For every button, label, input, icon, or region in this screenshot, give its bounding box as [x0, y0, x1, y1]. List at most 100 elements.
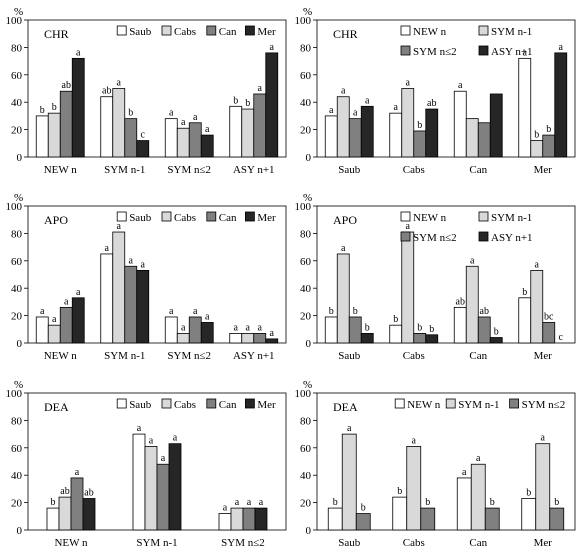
y-tick-label: 60 [300, 256, 312, 268]
significance-letter: a [117, 221, 122, 232]
significance-letter: a [270, 328, 275, 339]
category-label: Saub [338, 164, 361, 176]
bar-new-n [521, 498, 537, 531]
legend-swatch [478, 211, 489, 222]
legend-label: Saub [129, 212, 152, 224]
bar-can [70, 477, 84, 531]
legend-label: SYM n-1 [458, 399, 499, 411]
bar-cabs [112, 88, 126, 158]
significance-letter: ab [102, 86, 111, 97]
bar-sym-n-2 [413, 333, 427, 344]
significance-letter: c [141, 130, 146, 141]
category-label: SYM n≤2 [221, 537, 265, 549]
y-tick-label: 40 [11, 470, 23, 482]
significance-letter: b [429, 324, 434, 335]
bar-can [253, 93, 267, 158]
significance-letter: a [75, 467, 80, 478]
panel-label: CHR [44, 27, 69, 41]
bar-mer [265, 338, 279, 344]
significance-letter: b [393, 314, 398, 325]
bar-cabs [47, 324, 61, 344]
bar-can [188, 316, 202, 344]
significance-letter: b [554, 497, 559, 508]
y-axis-label: % [14, 192, 23, 204]
significance-letter: a [76, 47, 81, 58]
bar-sym-n-1 [530, 140, 544, 158]
legend-label: ASY n+1 [491, 46, 533, 58]
bar-sym-n-2 [542, 134, 556, 158]
bar-can [156, 463, 170, 531]
legend-swatch [161, 211, 172, 222]
significance-letter: b [417, 322, 422, 333]
y-tick-label: 40 [300, 283, 312, 295]
legend-label: Cabs [174, 26, 196, 38]
significance-letter: a [235, 497, 240, 508]
bar-sym-n-1 [401, 88, 415, 158]
legend-label: ASY n+1 [491, 232, 533, 244]
bar-sym-n-2 [477, 122, 491, 158]
bar-can [59, 306, 73, 344]
bar-sym-n-2 [542, 322, 556, 344]
legend-swatch [116, 211, 127, 222]
significance-letter: a [462, 467, 467, 478]
legend-swatch [244, 25, 255, 36]
legend-swatch [206, 398, 217, 409]
legend-label: NEW n [407, 399, 441, 411]
y-tick-label: 0 [17, 152, 23, 164]
legend-label: NEW n [413, 212, 447, 224]
y-tick-label: 100 [295, 15, 312, 27]
bar-mer [254, 507, 268, 531]
significance-letter: a [470, 255, 475, 266]
legend-label: Cabs [174, 399, 196, 411]
bar-saub [229, 333, 243, 344]
legend-label: Mer [257, 399, 276, 411]
category-label: ASY n+1 [233, 164, 275, 176]
bar-mer [136, 269, 150, 344]
bar-saub [229, 105, 243, 158]
bar-new-n [324, 115, 338, 158]
bar-mer [82, 498, 96, 531]
legend-swatch [161, 25, 172, 36]
y-tick-label: 20 [300, 311, 312, 323]
significance-letter: a [181, 117, 186, 128]
significance-letter: a [541, 433, 546, 444]
significance-letter: a [270, 42, 275, 53]
legend-swatch [400, 211, 411, 222]
bar-asy-n-1 [360, 105, 374, 158]
significance-letter: b [353, 306, 358, 317]
bar-sym-n-2 [477, 316, 491, 344]
bar-saub [35, 316, 49, 344]
bar-asy-n-1 [360, 333, 374, 344]
plot-frame [316, 392, 576, 531]
y-tick-label: 0 [306, 152, 312, 164]
y-tick-label: 60 [300, 443, 312, 455]
legend-label: Can [219, 26, 237, 38]
significance-letter: a [141, 259, 146, 270]
bar-new-n [389, 324, 403, 344]
panel-label: CHR [333, 27, 358, 41]
legend-swatch [478, 45, 489, 56]
category-label: Saub [338, 350, 361, 362]
y-tick-label: 20 [11, 311, 23, 323]
category-label: Cabs [403, 537, 425, 549]
y-tick-label: 40 [11, 97, 23, 109]
category-label: Can [469, 537, 487, 549]
bar-sym-n-1 [530, 269, 544, 344]
legend-label: Mer [257, 26, 276, 38]
bar-sym-n-2 [348, 316, 362, 344]
significance-letter: ab [456, 296, 465, 307]
significance-letter: a [458, 80, 463, 91]
bar-cabs [58, 496, 72, 531]
significance-letter: b [534, 130, 539, 141]
bar-can [253, 333, 267, 344]
significance-letter: b [40, 105, 45, 116]
category-label: SYM n≤2 [167, 350, 211, 362]
y-axis-label: % [14, 379, 23, 391]
bar-saub [46, 507, 60, 531]
bar-asy-n-1 [425, 108, 439, 158]
y-tick-label: 100 [6, 388, 23, 400]
legend-swatch [244, 211, 255, 222]
significance-letter: a [394, 102, 399, 113]
significance-letter: a [406, 78, 411, 89]
